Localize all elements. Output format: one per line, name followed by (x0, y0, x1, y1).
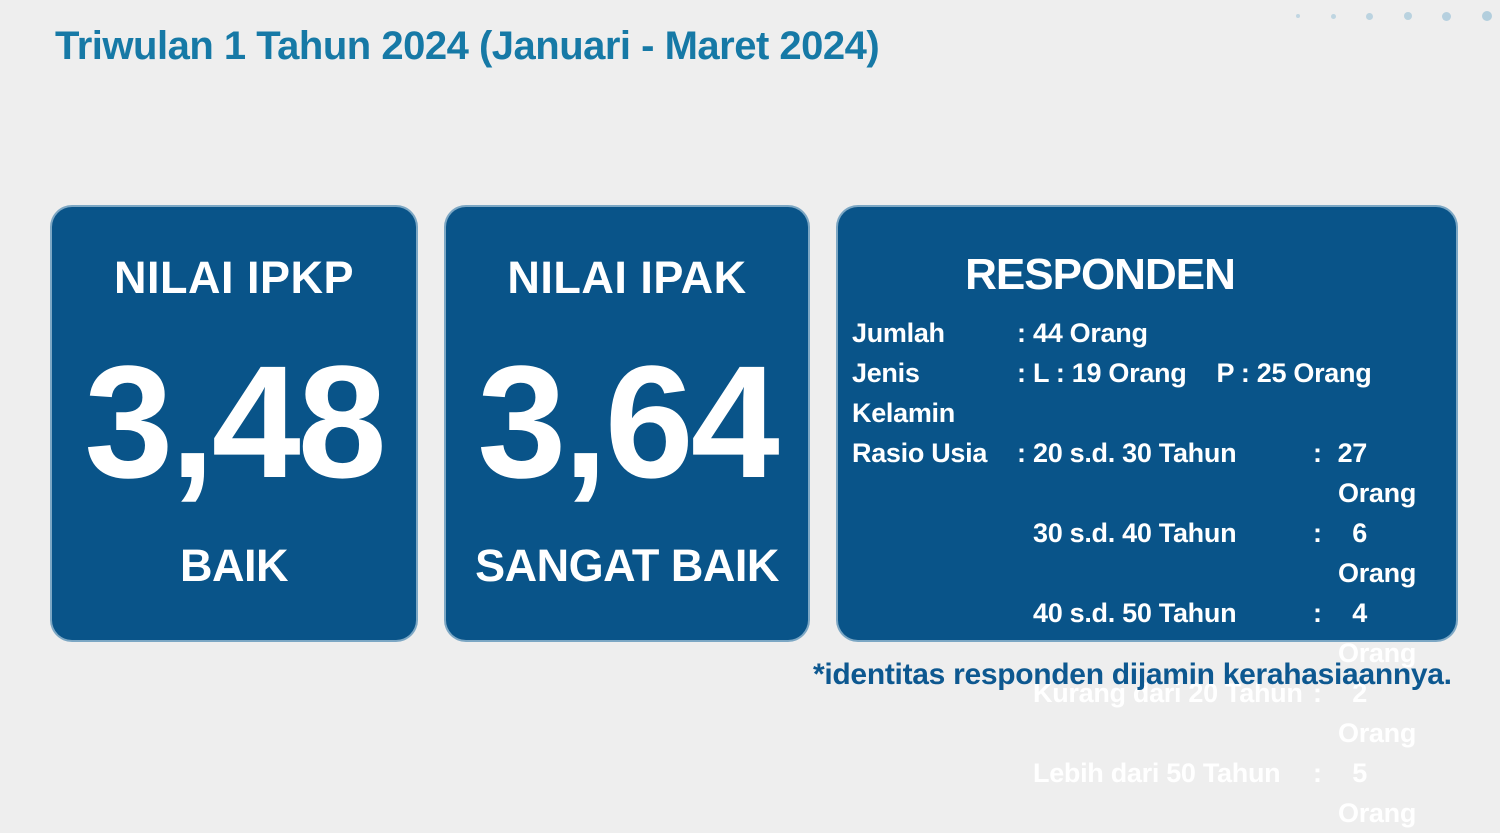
usia-range: 30 s.d. 40 Tahun (1033, 518, 1237, 549)
infographic-page: Triwulan 1 Tahun 2024 (Januari - Maret 2… (50, 9, 1492, 828)
usia-count-unit: Orang (1338, 478, 1417, 509)
ipak-score-category: SANGAT BAIK (475, 540, 779, 591)
usia-count: 5 Orang (1329, 753, 1440, 833)
usia-count-number: 4 (1352, 598, 1367, 629)
ipkp-card-title: NILAI IPKP (113, 252, 355, 303)
usia-row: 20 s.d. 30 Tahun : 27 Orang (1033, 433, 1440, 513)
decor-dot-icon (1481, 11, 1492, 21)
decor-dot-icon (1296, 14, 1300, 18)
row-separator: : (1313, 678, 1322, 709)
footnote: *identitas responden dijamin kerahasiaan… (813, 658, 1452, 691)
usia-row: Lebih dari 50 Tahun : 5 Orang (1033, 753, 1440, 833)
row-separator: : (1313, 598, 1322, 629)
usia-range: 20 s.d. 30 Tahun (1033, 438, 1237, 469)
row-label-jenis-kelamin: Jenis Kelamin (852, 358, 955, 429)
gender-male-count: L : 19 Orang (1033, 358, 1187, 389)
decor-dot-icon (1330, 13, 1336, 19)
gender-female-count: P : 25 Orang (1216, 358, 1372, 389)
row-value-jumlah: 44 Orang (1033, 318, 1148, 349)
row-label-jumlah: Jumlah (852, 318, 945, 349)
card-nilai-ipak: NILAI IPAK 3,64 SANGAT BAIK (444, 205, 810, 642)
usia-breakdown: 20 s.d. 30 Tahun : 27 Orang 30 s.d. 40 Ta… (1033, 433, 1440, 833)
usia-row: 40 s.d. 50 Tahun : 4 Orang (1033, 593, 1440, 673)
ipak-score-value: 3,64 (477, 331, 779, 511)
row-separator: : (1017, 358, 1026, 389)
usia-count: 4 Orang (1329, 593, 1440, 673)
page-title: Triwulan 1 Tahun 2024 (Januari - Maret 2… (55, 24, 880, 68)
usia-count-unit: Orang (1338, 558, 1417, 589)
card-responden: RESPONDEN Jumlah : 44 Orang Jenis Kelami… (836, 205, 1458, 828)
ipak-card-title: NILAI IPAK (507, 252, 747, 303)
usia-count-unit: Orang (1338, 718, 1417, 749)
usia-count: 27 Orang (1329, 433, 1440, 513)
cards-row: NILAI IPKP 3,48 BAIK NILAI IPAK 3,64 SAN… (50, 205, 1458, 828)
usia-count-number: 6 (1352, 518, 1367, 549)
usia-range: Lebih dari 50 Tahun (1033, 758, 1281, 789)
decor-dots (1296, 9, 1492, 23)
row-separator: : (1017, 318, 1026, 349)
ipkp-score-category: BAIK (180, 540, 289, 591)
card-nilai-ipkp: NILAI IPKP 3,48 BAIK (50, 205, 418, 642)
responden-card-title: RESPONDEN (965, 250, 1236, 299)
row-separator: : (1313, 758, 1322, 789)
usia-count: 6 Orang (1329, 513, 1440, 593)
usia-count-unit: Orang (1338, 798, 1417, 829)
usia-count-number: 27 (1337, 438, 1368, 469)
row-value-jenis-kelamin: L : 19 Orang P : 25 Orang (1033, 353, 1440, 433)
usia-count-number: 5 (1352, 758, 1367, 789)
responden-table: Jumlah : 44 Orang Jenis Kelamin : L : 19… (852, 313, 1440, 833)
decor-dot-icon (1366, 12, 1374, 20)
row-separator: : (1313, 518, 1322, 549)
usia-range: 40 s.d. 50 Tahun (1033, 598, 1237, 629)
usia-count-unit: Orang (1338, 638, 1417, 669)
row-separator: : (1017, 438, 1026, 469)
decor-dot-icon (1442, 11, 1452, 21)
ipkp-score-value: 3,48 (84, 331, 386, 511)
usia-row: 30 s.d. 40 Tahun : 6 Orang (1033, 513, 1440, 593)
decor-dot-icon (1403, 12, 1412, 20)
row-label-rasio-usia: Rasio Usia (852, 438, 988, 469)
row-separator: : (1313, 438, 1322, 469)
